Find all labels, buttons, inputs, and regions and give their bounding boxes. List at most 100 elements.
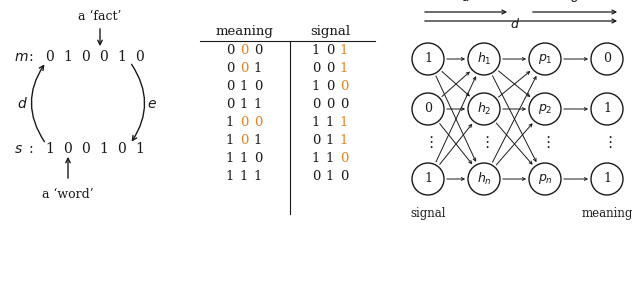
Text: 0: 0 bbox=[254, 81, 262, 94]
Text: $h_n$: $h_n$ bbox=[477, 171, 492, 187]
Text: $\vdots$: $\vdots$ bbox=[423, 134, 433, 150]
Text: 0: 0 bbox=[226, 44, 234, 57]
Text: 1: 1 bbox=[240, 81, 248, 94]
Text: $\hat{d}$: $\hat{d}$ bbox=[461, 0, 471, 5]
Text: 1: 1 bbox=[254, 134, 262, 147]
Text: 1: 1 bbox=[424, 172, 432, 185]
Text: $e$: $e$ bbox=[147, 97, 157, 111]
Text: 0: 0 bbox=[326, 81, 334, 94]
Text: 1: 1 bbox=[326, 116, 334, 130]
Text: :: : bbox=[28, 50, 33, 64]
Text: $m$: $m$ bbox=[14, 50, 29, 64]
Text: 1: 1 bbox=[312, 81, 320, 94]
Text: 0: 0 bbox=[326, 98, 334, 112]
Text: :: : bbox=[28, 142, 33, 156]
Text: 1: 1 bbox=[240, 171, 248, 184]
Text: 0: 0 bbox=[340, 81, 348, 94]
Text: 1: 1 bbox=[603, 102, 611, 116]
Text: 1: 1 bbox=[63, 50, 72, 64]
Text: 1: 1 bbox=[340, 116, 348, 130]
Circle shape bbox=[529, 93, 561, 125]
Text: 0: 0 bbox=[424, 102, 432, 116]
Text: 1: 1 bbox=[226, 116, 234, 130]
Text: 0: 0 bbox=[326, 44, 334, 57]
Text: signal: signal bbox=[310, 26, 350, 39]
Text: meaning: meaning bbox=[581, 208, 633, 220]
Text: 1: 1 bbox=[603, 172, 611, 185]
Text: 0: 0 bbox=[240, 44, 248, 57]
Text: 0: 0 bbox=[312, 98, 320, 112]
Text: a ‘fact’: a ‘fact’ bbox=[78, 9, 122, 22]
Circle shape bbox=[468, 93, 500, 125]
Text: $\vdots$: $\vdots$ bbox=[540, 134, 550, 150]
Text: 0: 0 bbox=[240, 63, 248, 75]
Text: 0: 0 bbox=[312, 171, 320, 184]
Text: 0: 0 bbox=[312, 63, 320, 75]
Text: 1: 1 bbox=[254, 63, 262, 75]
Text: 0: 0 bbox=[45, 50, 54, 64]
Text: $p_2$: $p_2$ bbox=[538, 102, 552, 116]
Text: 1: 1 bbox=[340, 134, 348, 147]
Text: 0: 0 bbox=[340, 153, 348, 165]
Circle shape bbox=[591, 93, 623, 125]
Text: 0: 0 bbox=[254, 116, 262, 130]
Text: 1: 1 bbox=[118, 50, 127, 64]
Text: 1: 1 bbox=[424, 53, 432, 65]
Text: meaning: meaning bbox=[215, 26, 273, 39]
Text: 0: 0 bbox=[340, 98, 348, 112]
Circle shape bbox=[468, 43, 500, 75]
Text: signal: signal bbox=[410, 208, 445, 220]
Text: $d$: $d$ bbox=[17, 96, 28, 112]
Circle shape bbox=[412, 93, 444, 125]
Circle shape bbox=[591, 43, 623, 75]
Circle shape bbox=[529, 163, 561, 195]
Text: 1: 1 bbox=[340, 44, 348, 57]
Text: 1: 1 bbox=[326, 171, 334, 184]
Text: 1: 1 bbox=[226, 134, 234, 147]
Text: $h_1$: $h_1$ bbox=[477, 51, 492, 67]
Circle shape bbox=[591, 163, 623, 195]
Text: 0: 0 bbox=[254, 153, 262, 165]
Text: 1: 1 bbox=[240, 98, 248, 112]
Text: 1: 1 bbox=[312, 116, 320, 130]
Text: 0: 0 bbox=[118, 142, 126, 156]
Text: $h_2$: $h_2$ bbox=[477, 101, 492, 117]
Text: 0: 0 bbox=[240, 134, 248, 147]
Text: 0: 0 bbox=[63, 142, 72, 156]
Text: 1: 1 bbox=[254, 171, 262, 184]
Text: $p_1$: $p_1$ bbox=[538, 52, 552, 66]
Text: 1: 1 bbox=[312, 44, 320, 57]
Text: $d$: $d$ bbox=[510, 17, 520, 31]
Text: 1: 1 bbox=[340, 63, 348, 75]
Text: 1: 1 bbox=[240, 153, 248, 165]
Text: 1: 1 bbox=[100, 142, 108, 156]
Text: 0: 0 bbox=[226, 81, 234, 94]
Text: a ‘word’: a ‘word’ bbox=[42, 188, 94, 201]
Text: 1: 1 bbox=[226, 153, 234, 165]
Text: 0: 0 bbox=[254, 44, 262, 57]
Text: 0: 0 bbox=[100, 50, 108, 64]
Text: $\delta$: $\delta$ bbox=[570, 0, 580, 5]
Text: 0: 0 bbox=[240, 116, 248, 130]
Text: 1: 1 bbox=[326, 134, 334, 147]
Text: 0: 0 bbox=[82, 50, 90, 64]
Circle shape bbox=[412, 163, 444, 195]
Text: 1: 1 bbox=[136, 142, 145, 156]
Text: 1: 1 bbox=[312, 153, 320, 165]
Circle shape bbox=[412, 43, 444, 75]
Text: 0: 0 bbox=[340, 171, 348, 184]
Text: $p_n$: $p_n$ bbox=[538, 172, 552, 186]
Text: 1: 1 bbox=[45, 142, 54, 156]
Text: 0: 0 bbox=[226, 98, 234, 112]
Text: 1: 1 bbox=[326, 153, 334, 165]
Text: 0: 0 bbox=[603, 53, 611, 65]
Text: 0: 0 bbox=[136, 50, 145, 64]
Circle shape bbox=[529, 43, 561, 75]
Text: 1: 1 bbox=[254, 98, 262, 112]
Text: 0: 0 bbox=[312, 134, 320, 147]
Text: 1: 1 bbox=[226, 171, 234, 184]
Circle shape bbox=[468, 163, 500, 195]
Text: $\vdots$: $\vdots$ bbox=[602, 134, 612, 150]
Text: $\vdots$: $\vdots$ bbox=[479, 134, 489, 150]
Text: 0: 0 bbox=[82, 142, 90, 156]
